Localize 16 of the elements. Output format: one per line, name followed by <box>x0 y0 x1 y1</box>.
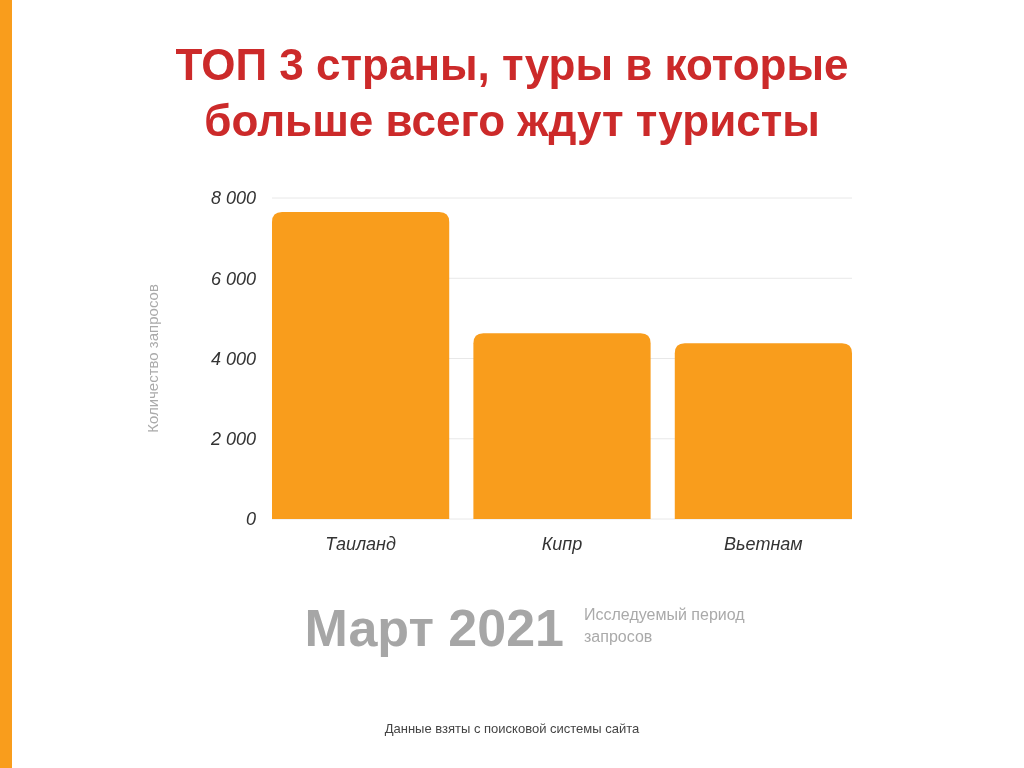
x-tick-label: Вьетнам <box>724 534 803 554</box>
y-tick-label: 0 <box>245 509 256 530</box>
chart-title: ТОП 3 страны, туры в которые больше всего ждут туристы <box>175 40 849 145</box>
y-tick-label: 8 000 <box>210 188 256 209</box>
bar <box>473 333 651 519</box>
bar <box>674 343 852 519</box>
text: Исследуемый период запросов <box>584 606 746 645</box>
y-tick-label: 2 000 <box>209 429 256 450</box>
bar <box>272 212 450 519</box>
text: Март 2021 <box>304 599 564 657</box>
y-axis-title: Количество запросов <box>144 284 161 433</box>
text: Данные взяты с поисковой системы сайта <box>384 721 641 736</box>
x-tick-label: Таиланд <box>325 534 396 554</box>
x-tick-label: Кипр <box>541 534 583 554</box>
y-tick-label: 6 000 <box>210 268 256 289</box>
y-tick-label: 4 000 <box>210 348 256 369</box>
